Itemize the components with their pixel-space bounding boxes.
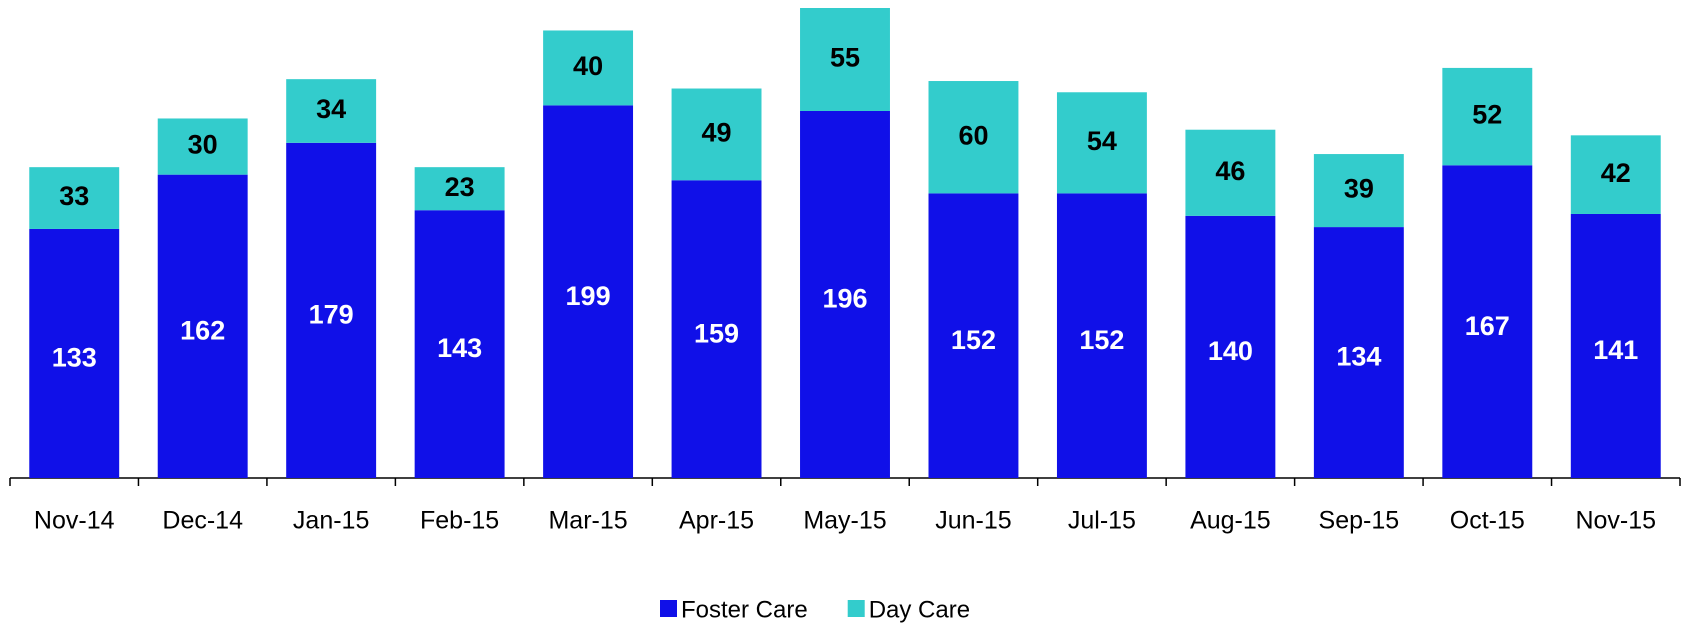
bar-segment <box>1056 193 1147 478</box>
value-label: 60 <box>958 120 988 150</box>
value-label: 196 <box>822 284 867 314</box>
value-label: 134 <box>1336 342 1381 372</box>
bar-segment <box>800 110 890 479</box>
value-label: 143 <box>437 333 482 363</box>
value-label: 40 <box>573 51 603 81</box>
bar-segment <box>1185 129 1276 216</box>
bar-segment <box>1313 154 1404 228</box>
bar-segment <box>157 174 248 478</box>
value-label: 162 <box>180 315 225 345</box>
value-label: 159 <box>694 318 739 348</box>
value-label: 141 <box>1593 335 1638 365</box>
value-label: 199 <box>566 281 611 311</box>
value-label: 46 <box>1215 156 1245 186</box>
bar-segment <box>286 79 377 143</box>
bar-segment <box>1056 92 1147 194</box>
x-tick-label: Nov-15 <box>1575 507 1656 535</box>
value-label: 33 <box>59 181 89 211</box>
value-label: 152 <box>1079 325 1124 355</box>
bar-segment <box>543 105 634 479</box>
bar-segment <box>414 210 505 478</box>
value-label: 54 <box>1087 126 1117 156</box>
x-tick-label: Aug-15 <box>1190 507 1271 535</box>
value-label: 140 <box>1208 336 1253 366</box>
bar-segment <box>800 8 890 111</box>
bar-segment <box>1313 227 1404 478</box>
x-tick-label: Dec-14 <box>162 507 243 535</box>
legend: Foster Care Day Care <box>660 596 970 623</box>
value-label: 23 <box>445 172 475 202</box>
bar-segment <box>1185 215 1276 478</box>
bar-segment <box>928 81 1019 194</box>
legend-marker <box>847 600 865 617</box>
bar-segment <box>671 88 762 181</box>
x-tick-label: May-15 <box>803 507 886 535</box>
bar-segment <box>1570 213 1661 479</box>
bar-segment <box>928 193 1019 478</box>
x-tick-label: Oct-15 <box>1450 507 1525 535</box>
value-label: 167 <box>1465 311 1510 341</box>
bar-segment <box>414 167 505 211</box>
x-tick-label: Mar-15 <box>548 507 627 535</box>
bar-segment <box>286 142 377 478</box>
x-tick-label: Jul-15 <box>1068 507 1136 535</box>
value-label: 39 <box>1344 174 1374 204</box>
x-tick-label: Jun-15 <box>935 507 1011 535</box>
bar-segment <box>543 30 634 106</box>
value-label: 30 <box>188 130 218 160</box>
bar-segment <box>29 167 120 229</box>
x-tick-label: Feb-15 <box>420 507 499 535</box>
x-tick-label: Jan-15 <box>293 507 369 535</box>
bar-segment <box>1570 135 1661 214</box>
legend-label: Foster Care <box>681 596 808 623</box>
x-tick-label: Apr-15 <box>679 507 754 535</box>
value-label: 152 <box>951 325 996 355</box>
x-tick-label: Nov-14 <box>34 507 115 535</box>
value-label: 179 <box>309 300 354 330</box>
legend-label: Day Care <box>869 596 970 623</box>
value-label: 52 <box>1472 100 1502 130</box>
value-label: 55 <box>830 43 860 73</box>
value-label: 49 <box>702 118 732 148</box>
bar-segment <box>157 118 248 175</box>
bar-segment <box>1442 165 1533 478</box>
bar-segment <box>29 228 120 478</box>
x-tick-label: Sep-15 <box>1319 507 1400 535</box>
value-label: 133 <box>52 343 97 373</box>
value-label: 34 <box>316 94 346 124</box>
legend-marker <box>660 600 677 617</box>
bar-segment <box>671 180 762 478</box>
value-label: 42 <box>1601 158 1631 188</box>
bar-segment <box>1442 67 1533 166</box>
